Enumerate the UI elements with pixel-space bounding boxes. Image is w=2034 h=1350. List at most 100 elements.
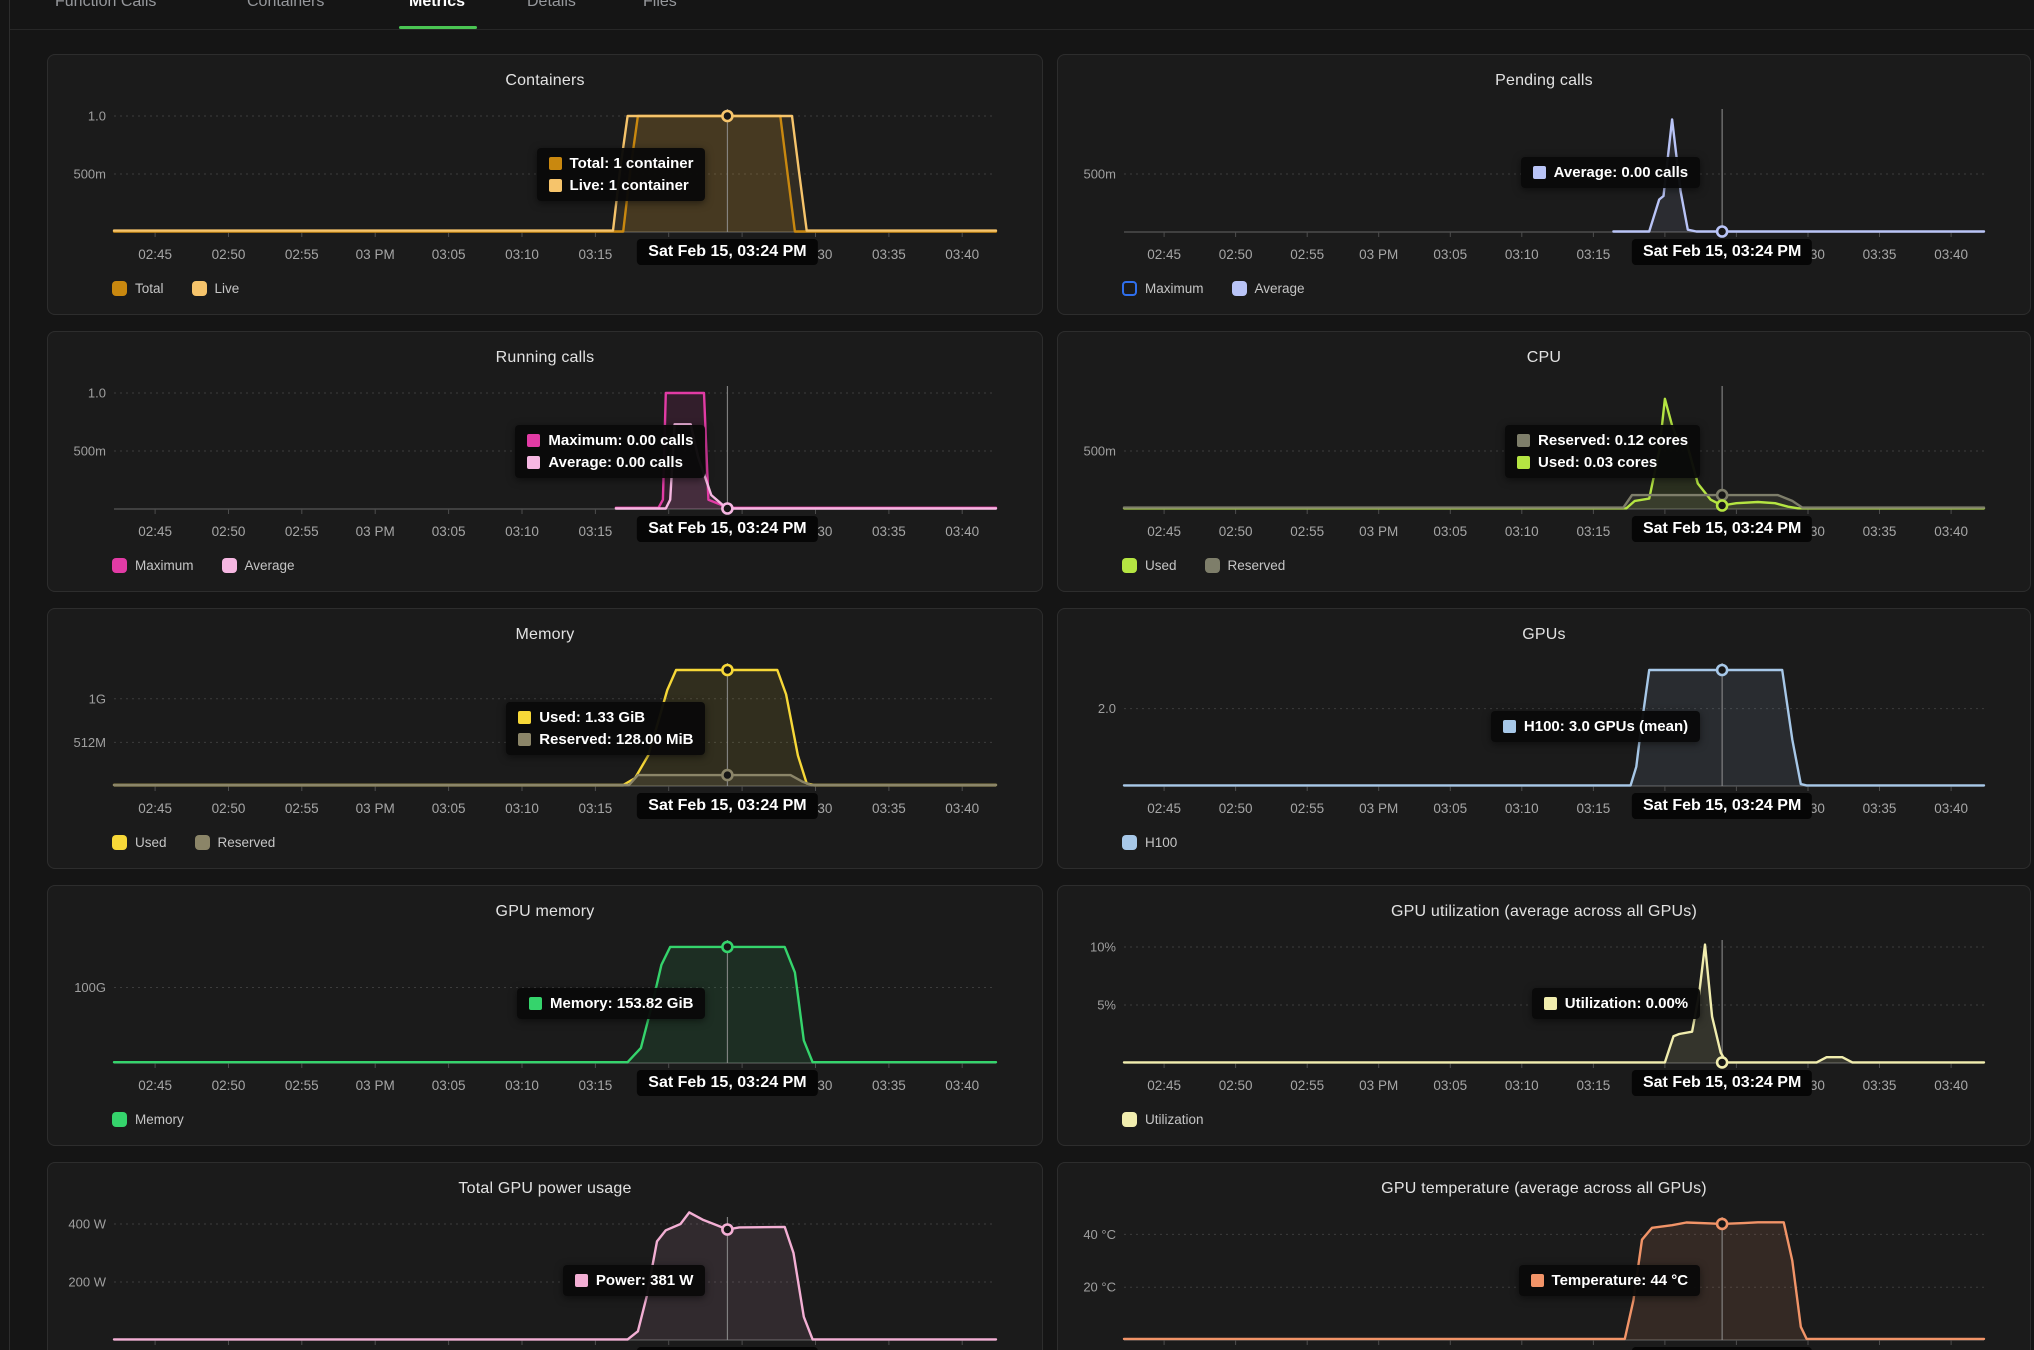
legend-label: Used [1145,558,1177,573]
legend-swatch-icon [112,1112,127,1127]
tooltip-swatch-icon [1543,997,1557,1010]
tooltip-swatch-icon [1517,456,1531,469]
metric-panel-gpu-memory: GPU memory 100G 02:45 02:50 02:55 03 PM 03:05 0… [47,885,1043,1146]
tooltip-value: Maximum: 0.00 calls [548,432,694,449]
svg-text:02:45: 02:45 [1147,1078,1181,1093]
svg-text:02:45: 02:45 [1147,801,1181,816]
svg-text:02:50: 02:50 [1219,801,1253,816]
tooltip-row: Temperature: 44 °C [1530,1272,1688,1289]
tooltip-value: Used: 1.33 GiB [539,709,646,726]
svg-text:02:50: 02:50 [212,1078,246,1093]
tab-containers[interactable]: Containers [247,0,325,10]
legend-item-reserved[interactable]: Reserved [1204,558,1286,573]
legend-item-utilization[interactable]: Utilization [1122,1112,1204,1127]
legend-item-total[interactable]: Total [112,281,164,296]
chart-legend: H100 [1122,835,1177,850]
chart-tooltip: H100: 3.0 GPUs (mean) [1490,711,1701,742]
active-tab-underline [399,26,477,29]
svg-text:03:35: 03:35 [872,1078,906,1093]
panel-title: Total GPU power usage [458,1180,632,1197]
svg-text:03:15: 03:15 [579,801,613,816]
svg-text:20 °C: 20 °C [1083,1280,1116,1295]
legend-item-maximum[interactable]: Maximum [112,558,194,573]
chart-tooltip: Total: 1 container Live: 1 container [536,148,706,201]
chart-tooltip: Reserved: 0.12 cores Used: 0.03 cores [1505,425,1701,478]
svg-text:2.0: 2.0 [1098,701,1116,716]
svg-text:03:40: 03:40 [1934,1078,1968,1093]
chart-tooltip: Average: 0.00 calls [1520,157,1701,188]
svg-text:500m: 500m [73,167,106,182]
chart-legend: Maximum Average [112,558,295,573]
svg-text:02:55: 02:55 [285,524,319,539]
svg-text:03 PM: 03 PM [356,801,395,816]
legend-item-memory[interactable]: Memory [112,1112,184,1127]
legend-item-maximum[interactable]: Maximum [1122,281,1204,296]
legend-label: Reserved [1227,558,1286,573]
svg-text:03:05: 03:05 [1433,801,1467,816]
svg-text:02:55: 02:55 [1290,801,1324,816]
tooltip-value: Live: 1 container [569,177,689,194]
chart-tooltip: Temperature: 44 °C [1518,1265,1701,1296]
legend-label: Total [135,281,164,296]
chart-legend: Memory [112,1112,184,1127]
chart-tooltip: Utilization: 0.00% [1531,988,1701,1019]
tooltip-swatch-icon [527,456,541,469]
svg-text:02:50: 02:50 [1219,1078,1253,1093]
svg-text:03:40: 03:40 [1934,247,1968,262]
legend-label: Live [214,281,240,296]
metric-panel-memory: Memory 1G 512M 02:45 02:50 02:55 03 PM 03:05 03:… [47,608,1043,869]
panel-title: CPU [1526,349,1562,366]
legend-item-reserved[interactable]: Reserved [194,835,276,850]
legend-swatch-icon [1122,1112,1137,1127]
tooltip-row: Reserved: 0.12 cores [1517,432,1688,449]
metric-panel-containers: Containers 1.0 500m 02:45 02:50 02:55 03 PM 03:… [47,54,1043,315]
tooltip-value: Memory: 153.82 GiB [550,995,694,1012]
legend-swatch-icon [221,558,237,573]
tab-files[interactable]: Files [643,0,677,10]
svg-text:1.0: 1.0 [88,386,106,401]
legend-item-average[interactable]: Average [1231,281,1305,296]
chart-canvas[interactable]: 500m 02:45 02:50 02:55 03 PM 03:05 03:10 03:15 0… [1058,332,2032,593]
tooltip-row: Average: 0.00 calls [1532,164,1688,181]
svg-text:03:10: 03:10 [505,524,539,539]
svg-text:02:55: 02:55 [285,801,319,816]
svg-text:03:35: 03:35 [1863,801,1897,816]
svg-text:03:05: 03:05 [432,524,466,539]
svg-text:02:45: 02:45 [138,801,172,816]
crosshair-date-tooltip: Sat Feb 15, 03:24 PM [637,239,818,265]
legend-item-used[interactable]: Used [112,835,167,850]
metric-panel-gpu-temperature-average-across-all-gpus: GPU temperature (average across all GPUs… [1057,1162,2031,1350]
tooltip-swatch-icon [518,711,532,724]
tooltip-row: Live: 1 container [548,177,694,194]
legend-item-average[interactable]: Average [221,558,295,573]
svg-text:03:35: 03:35 [872,801,906,816]
svg-text:02:55: 02:55 [1290,524,1324,539]
tab-function-calls[interactable]: Function Calls [55,0,157,10]
svg-text:02:45: 02:45 [138,524,172,539]
legend-item-live[interactable]: Live [191,281,240,296]
legend-item-used[interactable]: Used [1122,558,1177,573]
svg-text:02:55: 02:55 [1290,1078,1324,1093]
svg-text:02:45: 02:45 [138,247,172,262]
svg-text:02:50: 02:50 [1219,524,1253,539]
svg-text:02:55: 02:55 [285,1078,319,1093]
legend-swatch-icon [194,835,210,850]
legend-label: Reserved [217,835,276,850]
svg-text:03:40: 03:40 [945,1078,979,1093]
crosshair-date-tooltip: Sat Feb 15, 03:24 PM [637,1347,818,1350]
tab-metrics[interactable]: Metrics [409,0,466,10]
svg-text:02:50: 02:50 [212,801,246,816]
legend-item-h100[interactable]: H100 [1122,835,1177,850]
tab-details[interactable]: Details [527,0,576,10]
crosshair-date-tooltip: Sat Feb 15, 03:24 PM [1631,1347,1813,1350]
svg-text:1G: 1G [89,691,106,706]
tab-bar: Function Calls Containers Metrics Detail… [10,0,2034,30]
tooltip-value: Used: 0.03 cores [1538,454,1658,471]
svg-text:03:05: 03:05 [432,247,466,262]
chart-tooltip: Memory: 153.82 GiB [517,988,706,1019]
chart-canvas[interactable]: 1.0 500m 02:45 02:50 02:55 03 PM 03:05 03:10 03:… [48,55,1044,316]
